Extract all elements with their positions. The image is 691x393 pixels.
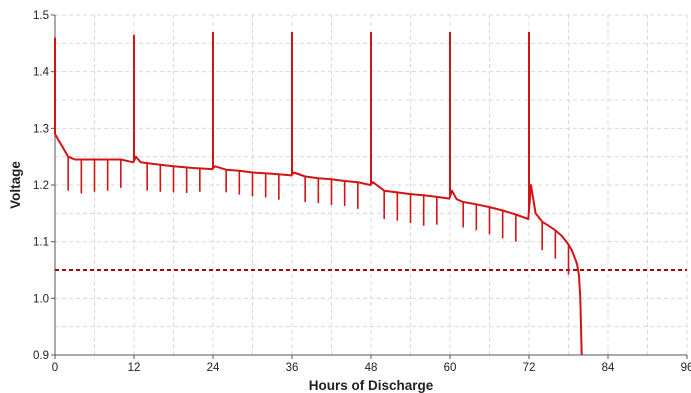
x-tick-label: 48 (365, 362, 378, 374)
y-tick-label: 1.1 (33, 237, 49, 249)
x-axis-title: Hours of Discharge (309, 378, 434, 393)
x-tick-label: 96 (681, 362, 691, 374)
y-tick-label: 0.9 (33, 350, 49, 362)
x-tick-label: 12 (128, 362, 141, 374)
load-dips (67, 156, 570, 275)
series-line (54, 133, 583, 356)
x-tick-label: 24 (207, 362, 220, 374)
tick-labels: 0 12 24 36 48 60 72 84 96 0.9 1.0 1.1 1.2 1.3 1.4 1.5 (33, 10, 691, 374)
y-tick-label: 1.0 (33, 293, 49, 305)
y-axis-title: Voltage (8, 161, 23, 209)
x-tick-label: 84 (602, 362, 615, 374)
y-tick-label: 1.4 (33, 67, 50, 79)
x-tick-label: 72 (523, 362, 536, 374)
x-tick-label: 36 (286, 362, 299, 374)
y-tick-label: 1.3 (33, 123, 49, 135)
recovery-pulses (54, 32, 530, 211)
x-tick-label: 60 (444, 362, 457, 374)
y-tick-label: 1.2 (33, 180, 49, 192)
x-tick-label: 0 (52, 362, 58, 374)
y-tick-label: 1.5 (33, 10, 49, 22)
